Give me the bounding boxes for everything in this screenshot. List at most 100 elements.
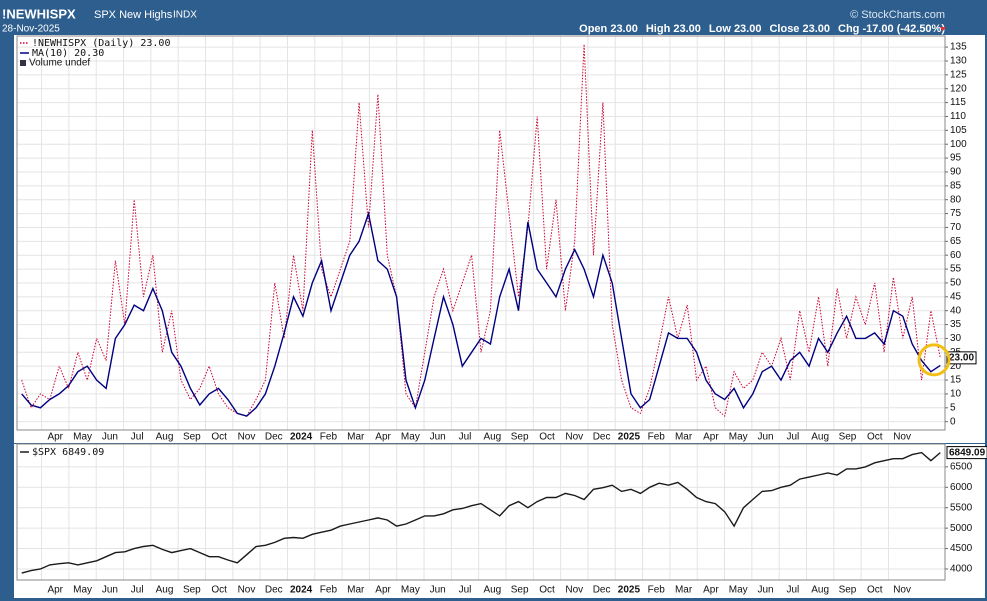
y-tick-label: 100 [950,139,967,150]
x-tick-label: Nov [565,432,583,443]
y-tick-label: 105 [950,125,967,136]
x-tick-label: Sep [183,432,201,443]
x-tick-label: 2024 [290,432,313,443]
quote: Chg -17.00 (-42.50%) Close 23.00 Low 23.00… [579,23,945,35]
y-tick-label: 95 [950,153,962,164]
x-tick-label: Jul [131,432,144,443]
x-tick-label: Apr [375,432,391,443]
x-tick-label: Sep [511,585,529,596]
x-tick-label: Jul [786,432,799,443]
y-tick-label: 5 [950,402,956,413]
chg-arrow [940,27,946,31]
credit: © StockCharts.com [850,9,945,21]
y-tick-label: 5000 [950,523,973,534]
x-tick-label: Apr [703,585,719,596]
x-tick-label: Aug [811,432,829,443]
x-tick-label: Jul [786,585,799,596]
y-tick-label: 45 [950,291,962,302]
x-tick-label: Oct [867,585,883,596]
symbol: !NEWHISPX [2,6,76,21]
x-tick-label: Apr [47,585,63,596]
x-tick-label: Feb [648,432,666,443]
date: 28-Nov-2025 [2,24,60,35]
quote-item: Low 23.00 [709,23,762,35]
x-tick-label: Oct [211,585,227,596]
highlight-circle [917,343,951,377]
x-tick-label: Jul [459,585,472,596]
y-tick-label: 10 [950,389,962,400]
y-tick-label: 85 [950,180,962,191]
x-tick-label: Sep [183,585,201,596]
y-tick-label: 6000 [950,482,973,493]
y-tick-label: 6500 [950,462,973,473]
legend-swatch [20,60,26,66]
y-tick-label: 130 [950,56,967,67]
y-tick-label: 35 [950,319,962,330]
plot-border [16,35,946,431]
x-tick-label: Apr [375,585,391,596]
series-line [21,210,941,417]
x-tick-label: May [729,585,748,596]
x-tick-label: Aug [811,585,829,596]
y-tick-label: 4500 [950,543,973,554]
x-tick-label: Mar [347,432,365,443]
x-tick-label: Nov [238,585,256,596]
y-tick-label: 70 [950,222,962,233]
y-tick-label: 20 [950,361,962,372]
panel-bg [14,444,985,598]
last-value-tag [946,351,977,365]
plot-border [16,443,946,581]
x-tick-label: Mar [347,585,365,596]
x-tick-label: Oct [539,585,555,596]
last-value-label: 23.00 [949,352,974,363]
x-tick-label: Aug [483,432,501,443]
x-tick-label: Sep [839,585,857,596]
x-tick-label: Jul [131,585,144,596]
x-tick-label: 2024 [290,585,313,596]
x-tick-label: Dec [593,432,611,443]
x-tick-label: Oct [211,432,227,443]
x-tick-label: May [401,585,420,596]
y-tick-label: 115 [950,97,966,108]
y-tick-label: 30 [950,333,962,344]
symbol-name: SPX New Highs [94,9,173,21]
x-tick-label: Jul [459,432,472,443]
x-tick-label: Nov [893,432,911,443]
x-tick-label: Sep [839,432,857,443]
x-tick-label: May [401,432,420,443]
y-tick-label: 80 [950,194,962,205]
x-tick-label: Feb [648,585,666,596]
x-tick-label: May [73,585,92,596]
x-tick-label: May [73,432,92,443]
x-tick-label: Dec [265,585,283,596]
y-tick-label: 40 [950,305,962,316]
x-tick-label: Nov [565,585,583,596]
x-tick-label: Apr [703,432,719,443]
quote-item: Close 23.00 [769,23,830,35]
x-tick-label: Oct [539,432,555,443]
x-tick-label: Dec [593,585,611,596]
x-tick-label: Jun [102,585,118,596]
legend-label: $SPX 6849.09 [32,447,104,458]
y-tick-label: 50 [950,278,962,289]
legend-label: !NEWHISPX (Daily) 23.00 [32,38,170,49]
y-tick-label: 135 [950,42,967,53]
last-value-tag [946,446,987,460]
x-tick-label: Feb [320,585,338,596]
quote-item: Chg -17.00 (-42.50%) [838,23,945,35]
last-value-label: 6849.09 [949,447,986,458]
legend-label: Volume undef [29,58,90,69]
x-tick-label: Aug [483,585,501,596]
x-tick-label: Oct [867,432,883,443]
x-tick-label: Mar [675,432,693,443]
y-tick-label: 125 [950,69,967,80]
quote-item: Open 23.00 [579,23,638,35]
x-tick-label: Dec [265,432,283,443]
x-tick-label: Jun [102,432,118,443]
x-tick-label: 2025 [618,585,641,596]
y-tick-label: 90 [950,167,962,178]
x-tick-label: Nov [238,432,256,443]
legend-label: MA(10) 20.30 [32,48,104,59]
x-tick-label: Nov [893,585,911,596]
